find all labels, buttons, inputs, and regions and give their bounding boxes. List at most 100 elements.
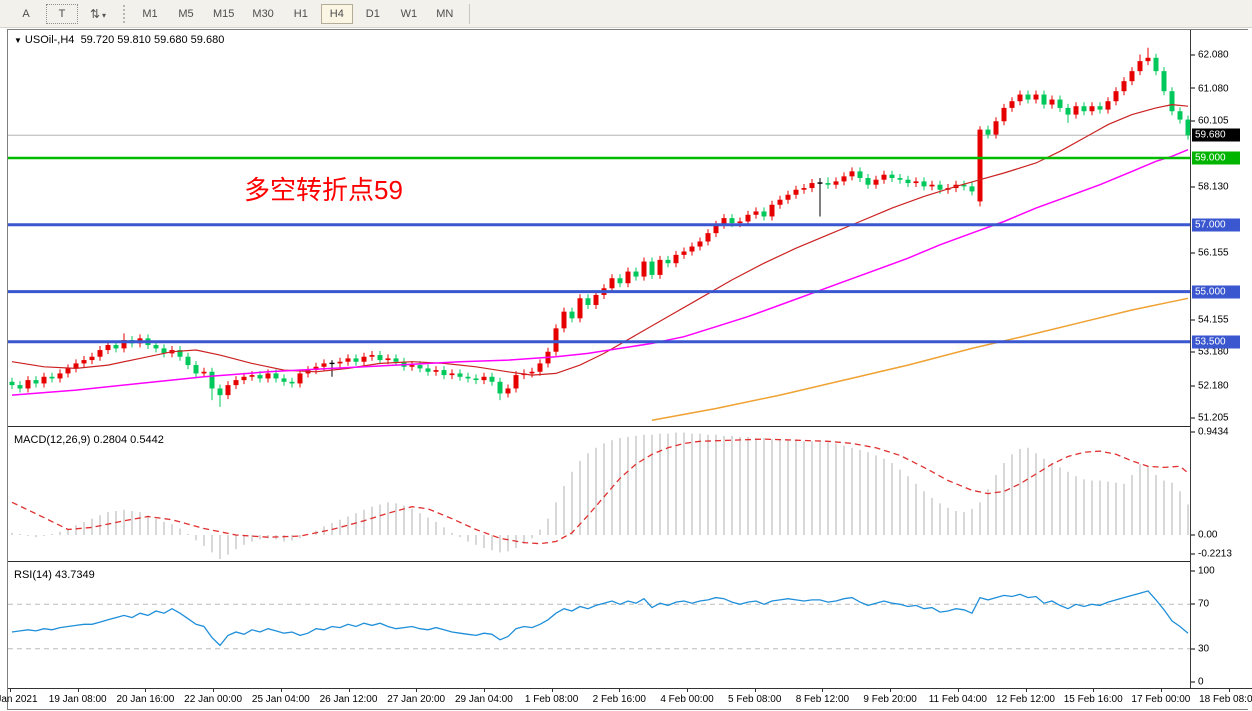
candle-body <box>689 246 695 252</box>
arrows-dropdown-button[interactable]: ⇅ ▾ <box>82 3 114 25</box>
rsi-line <box>11 590 1189 647</box>
candle-body <box>9 381 15 386</box>
candle-body <box>1161 71 1167 92</box>
timeframe-m1-button[interactable]: M1 <box>142 7 158 20</box>
price-axis[interactable]: 62.080 61.080 60.105 58.130 56.155 54.155 53.1… <box>1190 30 1248 688</box>
candle-body <box>977 129 983 202</box>
x-axis-tick-mark <box>1025 689 1027 692</box>
candle-body <box>793 189 799 195</box>
candle-body <box>529 371 535 374</box>
x-axis-label: 20 Jan 16:00 <box>116 694 175 705</box>
chart-title: ▼ USOil-,H4 59.720 59.810 59.680 59.680 <box>14 34 224 46</box>
rsi-label: RSI(14) 43.7349 <box>14 569 95 581</box>
x-axis-label: 26 Jan 12:00 <box>319 694 378 705</box>
rsi-pane[interactable]: RSI(14) 43.7349 <box>8 565 1190 688</box>
candle-body <box>417 365 423 369</box>
candle-body <box>905 179 911 184</box>
y-axis-tick: 56.155 <box>1191 248 1229 259</box>
candle-body <box>505 388 511 394</box>
macd-pane[interactable]: MACD(12,26,9) 0.2804 0.5442 <box>8 430 1190 561</box>
candle-body <box>409 365 415 367</box>
candle-body <box>777 199 783 205</box>
candle-body <box>361 356 367 362</box>
candle-body <box>1049 99 1055 105</box>
text-label-tool-button[interactable]: T <box>46 3 78 24</box>
timeframe-m15-button[interactable]: M15 <box>213 7 235 20</box>
timeframe-h4-button[interactable]: H4 <box>320 3 353 24</box>
candle-body <box>1113 91 1119 102</box>
x-axis-label: 11 Feb 04:00 <box>928 694 987 705</box>
x-axis-label: 8 Feb 12:00 <box>795 694 850 705</box>
candle-body <box>561 311 567 329</box>
candle-body <box>393 358 399 362</box>
x-axis-tick-mark <box>890 689 892 692</box>
candle-body <box>625 271 631 284</box>
x-axis-tick-mark <box>1228 689 1230 692</box>
price-line-label: 53.500 <box>1192 335 1240 349</box>
candle-body <box>1065 107 1071 115</box>
candle-body <box>89 356 95 361</box>
candlestick-chart <box>8 47 1190 421</box>
candle-body <box>881 174 887 180</box>
candle-body <box>449 373 455 376</box>
timeframe-w1-button[interactable]: W1 <box>400 7 418 20</box>
candle-body <box>633 271 639 277</box>
ohlc-values: 59.720 59.810 59.680 59.680 <box>80 34 225 46</box>
macd-axis-tick: -0.2213 <box>1191 549 1232 560</box>
time-axis[interactable]: 18 Jan 2021 19 Jan 08:00 20 Jan 16:00 22 Ja… <box>0 688 1252 709</box>
y-axis-tick: 60.105 <box>1191 116 1229 127</box>
x-axis-tick-mark <box>280 689 282 692</box>
candle-body <box>425 368 431 372</box>
candle-body <box>1185 119 1190 136</box>
candle-body <box>897 178 903 180</box>
timeframe-m5-button[interactable]: M5 <box>178 7 194 20</box>
candle-body <box>121 340 127 349</box>
candle-body <box>761 211 767 217</box>
candle-body <box>1169 91 1175 112</box>
candle-body <box>681 251 687 255</box>
candle-body <box>1153 57 1159 72</box>
rsi-axis-tick: 100 <box>1191 566 1215 577</box>
y-axis-tick: 52.180 <box>1191 380 1229 391</box>
price-pane[interactable]: ▼ USOil-,H4 59.720 59.810 59.680 59.680 多… <box>8 30 1190 426</box>
candle-body <box>825 183 831 185</box>
x-axis-tick-mark <box>10 689 11 692</box>
candle-body <box>81 360 87 364</box>
candle-body <box>49 376 55 379</box>
x-axis-tick-mark <box>957 689 959 692</box>
symbol-dropdown-icon[interactable]: ▼ <box>14 36 22 45</box>
candle-body <box>1025 94 1031 100</box>
candle-body <box>1177 111 1183 120</box>
candle-body <box>697 241 703 247</box>
timeframe-h1-button[interactable]: H1 <box>293 7 308 20</box>
candle-body <box>1097 106 1103 110</box>
candle-body <box>721 218 727 225</box>
candle-body <box>1105 101 1111 110</box>
candle-body <box>321 363 327 367</box>
candle-body <box>497 381 503 394</box>
macd-values: 0.2804 0.5442 <box>93 434 164 446</box>
candle-body <box>1041 94 1047 105</box>
candle-body <box>849 171 855 177</box>
x-axis-tick-mark <box>754 689 756 692</box>
candle-body <box>161 348 167 354</box>
text-tool-button[interactable]: A <box>22 7 30 20</box>
rsi-value: 43.7349 <box>54 569 95 581</box>
x-axis-tick-mark <box>77 689 79 692</box>
candle-body <box>889 174 895 179</box>
candle-body <box>337 361 343 364</box>
candle-body <box>585 298 591 305</box>
candle-body <box>737 221 743 224</box>
candle-body <box>513 375 519 389</box>
candle-body <box>745 214 751 222</box>
x-axis-label: 22 Jan 00:00 <box>184 694 243 705</box>
candle-body <box>1137 61 1143 72</box>
timeframe-d1-button[interactable]: D1 <box>365 7 380 20</box>
candle-body <box>1089 106 1095 112</box>
toolbar-grip[interactable] <box>123 4 125 23</box>
timeframe-mn-button[interactable]: MN <box>436 7 454 20</box>
candle-body <box>105 345 111 351</box>
rsi-chart <box>8 590 1190 650</box>
x-axis-label: 4 Feb 00:00 <box>660 694 714 705</box>
timeframe-m30-button[interactable]: M30 <box>252 7 274 20</box>
